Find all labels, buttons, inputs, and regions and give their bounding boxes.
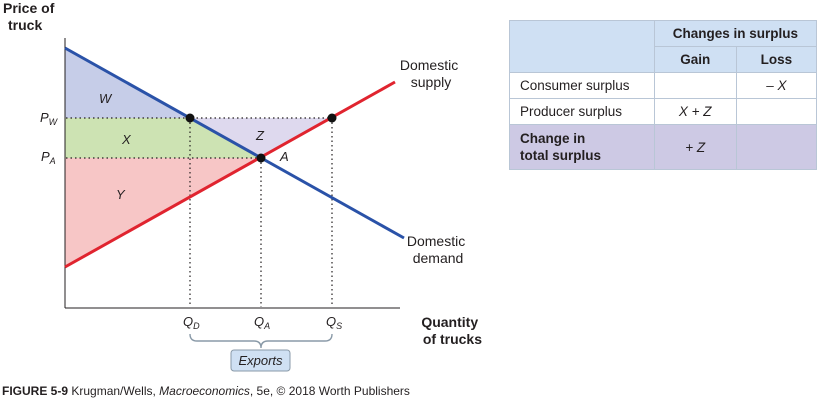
gain-cell (653, 72, 737, 99)
row-label: Producer surplus (509, 98, 655, 125)
table-row: Producer surplus X + Z (509, 98, 818, 125)
figure-number: FIGURE 5-9 (2, 384, 69, 398)
total-row-label: Change in total surplus (509, 124, 655, 170)
exports-brace (189, 333, 333, 349)
area-x-region (65, 118, 261, 158)
table-corner-cell (509, 20, 655, 73)
qs-label: QS (326, 314, 342, 331)
area-x-label: X (121, 132, 132, 147)
surplus-changes-table: Changes in surplus Gain Loss Consumer su… (509, 20, 818, 170)
supply-curve-label: Domestic supply (400, 57, 462, 90)
table-title: Changes in surplus (653, 20, 818, 47)
trade-diagram: Price of truck Quantity of trucks Domest… (3, 0, 482, 372)
point-qd-pw (185, 113, 195, 123)
exports-box (230, 349, 291, 372)
caption-book-title: Macroeconomics (159, 384, 250, 398)
guide-lines (66, 117, 333, 307)
point-a-label: A (279, 149, 289, 164)
total-surplus-row: Change in total surplus + Z (509, 124, 818, 170)
exports-label: Exports (238, 353, 283, 368)
loss-cell (735, 98, 818, 125)
caption-authors: Krugman/Wells, (68, 384, 160, 398)
qa-label: QA (254, 314, 270, 331)
gain-cell: X + Z (653, 98, 737, 125)
area-y-label: Y (116, 187, 126, 202)
pa-label: PA (41, 149, 56, 166)
y-axis-label: Price of truck (3, 0, 58, 33)
row-label: Consumer surplus (509, 72, 655, 99)
qd-label: QD (183, 314, 200, 331)
point-equilibrium-a (256, 153, 266, 163)
figure-caption: FIGURE 5-9 Krugman/Wells, Macroeconomics… (2, 384, 410, 398)
total-gain-cell: + Z (653, 124, 737, 170)
area-z-label: Z (255, 128, 265, 143)
point-qs-pw (327, 113, 337, 123)
area-z-region (190, 118, 332, 158)
total-loss-cell (735, 124, 818, 170)
loss-cell: – X (735, 72, 818, 99)
gain-column-header: Gain (653, 46, 737, 73)
total-label-line2: total surplus (520, 148, 602, 163)
x-axis-label: Quantity of trucks (421, 314, 482, 347)
domestic-demand-curve (64, 46, 405, 240)
loss-column-header: Loss (735, 46, 818, 73)
caption-publisher: , 5e, © 2018 Worth Publishers (249, 384, 410, 398)
area-w-label: W (99, 91, 113, 106)
pw-label: PW (40, 110, 59, 127)
demand-curve-label: Domestic demand (407, 233, 469, 266)
total-label-line1: Change in (520, 131, 586, 146)
domestic-supply-curve (64, 80, 396, 269)
table-row: Consumer surplus – X (509, 72, 818, 99)
